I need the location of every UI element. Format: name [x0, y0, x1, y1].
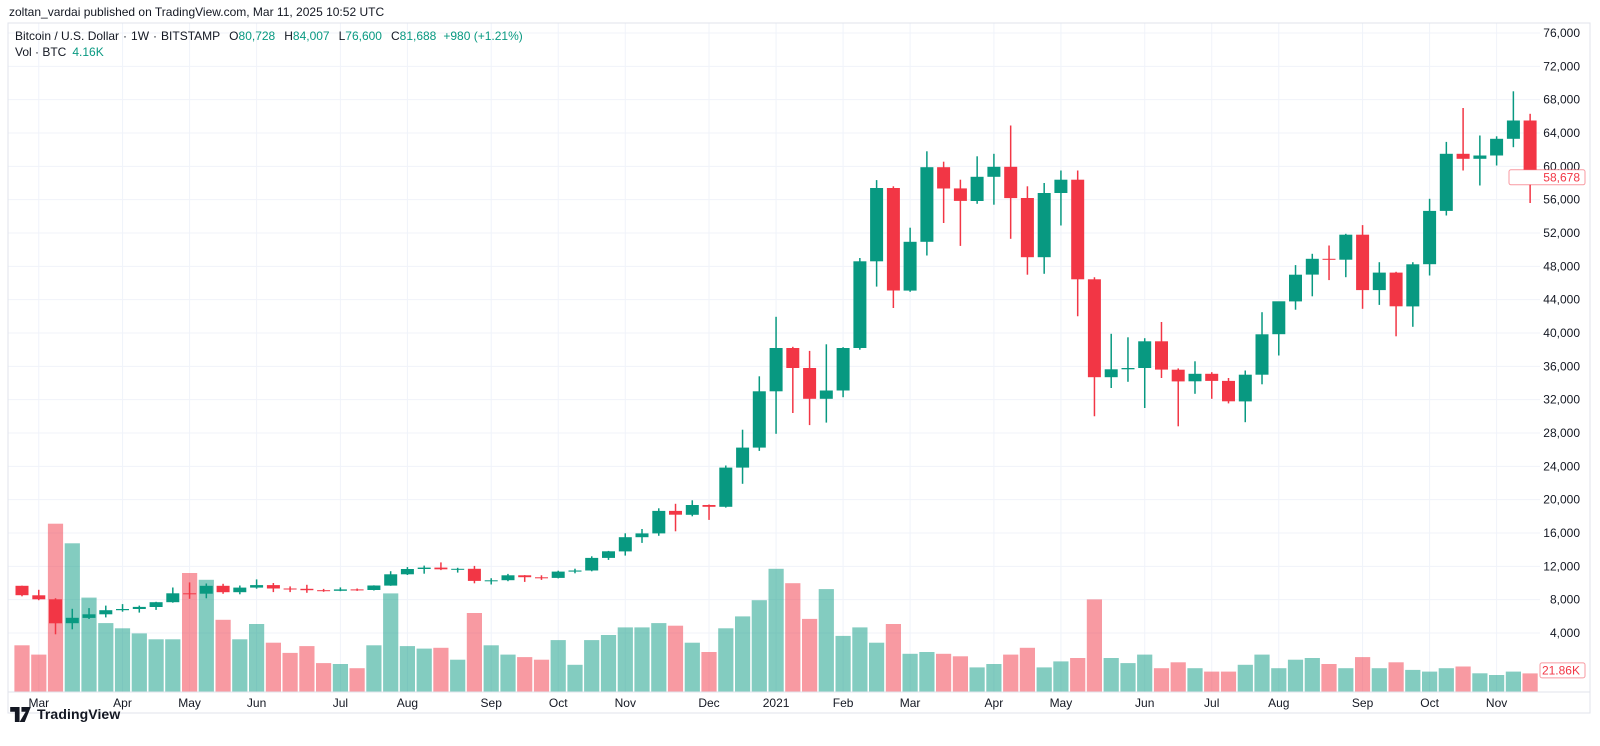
- svg-text:Jun: Jun: [1135, 696, 1154, 710]
- change-value: +980 (+1.21%): [443, 29, 523, 43]
- svg-text:Apr: Apr: [985, 696, 1004, 710]
- svg-text:24,000: 24,000: [1543, 459, 1580, 473]
- candles: [15, 91, 1537, 635]
- low-pair: L76,600: [338, 29, 382, 43]
- svg-text:Sep: Sep: [481, 696, 503, 710]
- attribution-line: zoltan_vardai published on TradingView.c…: [9, 5, 385, 19]
- svg-text:2021: 2021: [763, 696, 790, 710]
- svg-text:Feb: Feb: [833, 696, 854, 710]
- svg-text:Aug: Aug: [1268, 696, 1289, 710]
- svg-text:64,000: 64,000: [1543, 126, 1580, 140]
- svg-text:12,000: 12,000: [1543, 559, 1580, 573]
- svg-text:May: May: [1050, 696, 1073, 710]
- svg-text:Jun: Jun: [247, 696, 266, 710]
- svg-text:72,000: 72,000: [1543, 59, 1580, 73]
- svg-text:56,000: 56,000: [1543, 193, 1580, 207]
- svg-text:32,000: 32,000: [1543, 393, 1580, 407]
- svg-text:8,000: 8,000: [1550, 593, 1580, 607]
- svg-text:40,000: 40,000: [1543, 326, 1580, 340]
- svg-text:58,678: 58,678: [1543, 170, 1580, 184]
- symbol-legend: Bitcoin / U.S. Dollar · 1W · BITSTAMP O80,728…: [15, 28, 523, 60]
- low-value: 76,600: [345, 29, 382, 43]
- svg-text:Jul: Jul: [333, 696, 348, 710]
- svg-text:28,000: 28,000: [1543, 426, 1580, 440]
- tradingview-logo[interactable]: TradingView: [10, 706, 120, 722]
- svg-text:Oct: Oct: [549, 696, 568, 710]
- close-pair: C81,688: [390, 29, 437, 43]
- price-gridlines: [8, 32, 1540, 634]
- svg-text:Nov: Nov: [1486, 696, 1507, 710]
- svg-text:4,000: 4,000: [1550, 626, 1580, 640]
- interval-label: 1W: [131, 29, 150, 43]
- svg-text:Jul: Jul: [1204, 696, 1219, 710]
- svg-text:76,000: 76,000: [1543, 26, 1580, 40]
- svg-text:Aug: Aug: [397, 696, 418, 710]
- close-value: 81,688: [399, 29, 437, 43]
- svg-text:May: May: [178, 696, 201, 710]
- time-gridlines: [38, 23, 1498, 692]
- svg-text:Nov: Nov: [615, 696, 636, 710]
- svg-text:16,000: 16,000: [1543, 526, 1580, 540]
- volume-label: Vol · BTC: [15, 45, 67, 59]
- open-value: 80,728: [238, 29, 276, 43]
- legend-ohlc-row: Bitcoin / U.S. Dollar · 1W · BITSTAMP O80,728…: [15, 28, 523, 44]
- svg-text:Oct: Oct: [1420, 696, 1439, 710]
- high-value: 84,007: [292, 29, 330, 43]
- chart-frame-borders: [7, 22, 1591, 714]
- open-pair: O80,728: [229, 29, 276, 43]
- tradingview-logo-icon: [10, 706, 31, 722]
- last-volume-label: 21.86K: [1539, 662, 1586, 679]
- symbol-title: Bitcoin / U.S. Dollar: [15, 29, 120, 43]
- svg-text:36,000: 36,000: [1543, 359, 1580, 373]
- time-axis[interactable]: Mar Apr May Jun Jul Aug Sep Oct Nov Dec 2021 Feb Mar…: [28, 696, 1507, 710]
- svg-text:Apr: Apr: [113, 696, 132, 710]
- legend-volume-row: Vol · BTC 4.16K: [15, 44, 523, 60]
- separator: ·: [123, 29, 128, 43]
- svg-text:Mar: Mar: [900, 696, 921, 710]
- svg-text:48,000: 48,000: [1543, 259, 1580, 273]
- volume-value: 4.16K: [72, 45, 104, 59]
- svg-text:52,000: 52,000: [1543, 226, 1580, 240]
- svg-text:20,000: 20,000: [1543, 493, 1580, 507]
- svg-text:Sep: Sep: [1352, 696, 1374, 710]
- price-axis[interactable]: 4,000 8,000 12,000 16,000 20,000 24,000 28,000…: [1543, 26, 1580, 640]
- svg-text:21.86K: 21.86K: [1542, 663, 1580, 677]
- svg-text:68,000: 68,000: [1543, 93, 1580, 107]
- svg-text:Mar: Mar: [28, 696, 49, 710]
- svg-text:Dec: Dec: [698, 696, 719, 710]
- tradingview-logo-text: TradingView: [37, 706, 121, 722]
- svg-text:44,000: 44,000: [1543, 293, 1580, 307]
- separator: ·: [153, 29, 158, 43]
- exchange-label: BITSTAMP: [161, 29, 221, 43]
- last-price-label: 58,678: [1508, 169, 1586, 186]
- high-pair: H84,007: [284, 29, 330, 43]
